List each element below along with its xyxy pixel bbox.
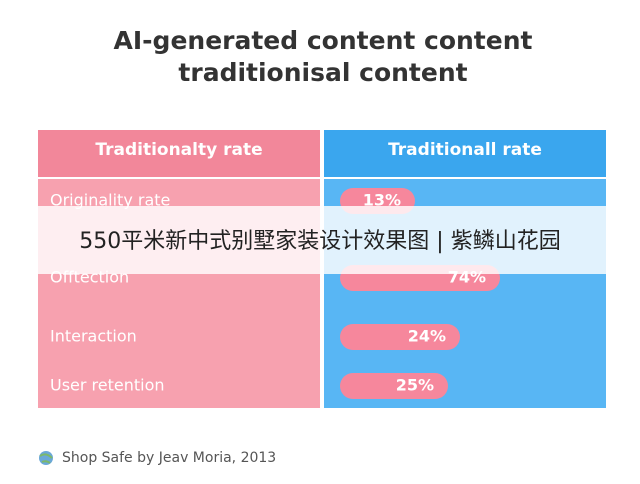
title-line: traditionisal content bbox=[178, 58, 467, 87]
banner-text: 550平米新中式别墅家装设计效果图 | 紫鳞山花园 bbox=[79, 229, 560, 254]
title-line: AI-generated content content bbox=[114, 26, 533, 55]
left-header bbox=[38, 130, 320, 177]
value-pill bbox=[340, 324, 460, 350]
row-label: User retention bbox=[50, 376, 165, 395]
right-header bbox=[324, 130, 606, 177]
row-label: Originality rate bbox=[50, 191, 170, 210]
value-label: 13% bbox=[363, 191, 401, 210]
globe-land bbox=[39, 453, 53, 464]
row-label: Interaction bbox=[50, 327, 137, 346]
column-header: Traditionall rate bbox=[388, 140, 542, 160]
footer-text: Shop Safe by Jeav Moria, 2013 bbox=[62, 450, 276, 466]
value-label: 24% bbox=[408, 327, 446, 346]
value-pill bbox=[340, 373, 448, 399]
value-label: 25% bbox=[396, 376, 434, 395]
banner-band bbox=[0, 206, 640, 274]
column-header: Traditionalty rate bbox=[95, 140, 262, 160]
